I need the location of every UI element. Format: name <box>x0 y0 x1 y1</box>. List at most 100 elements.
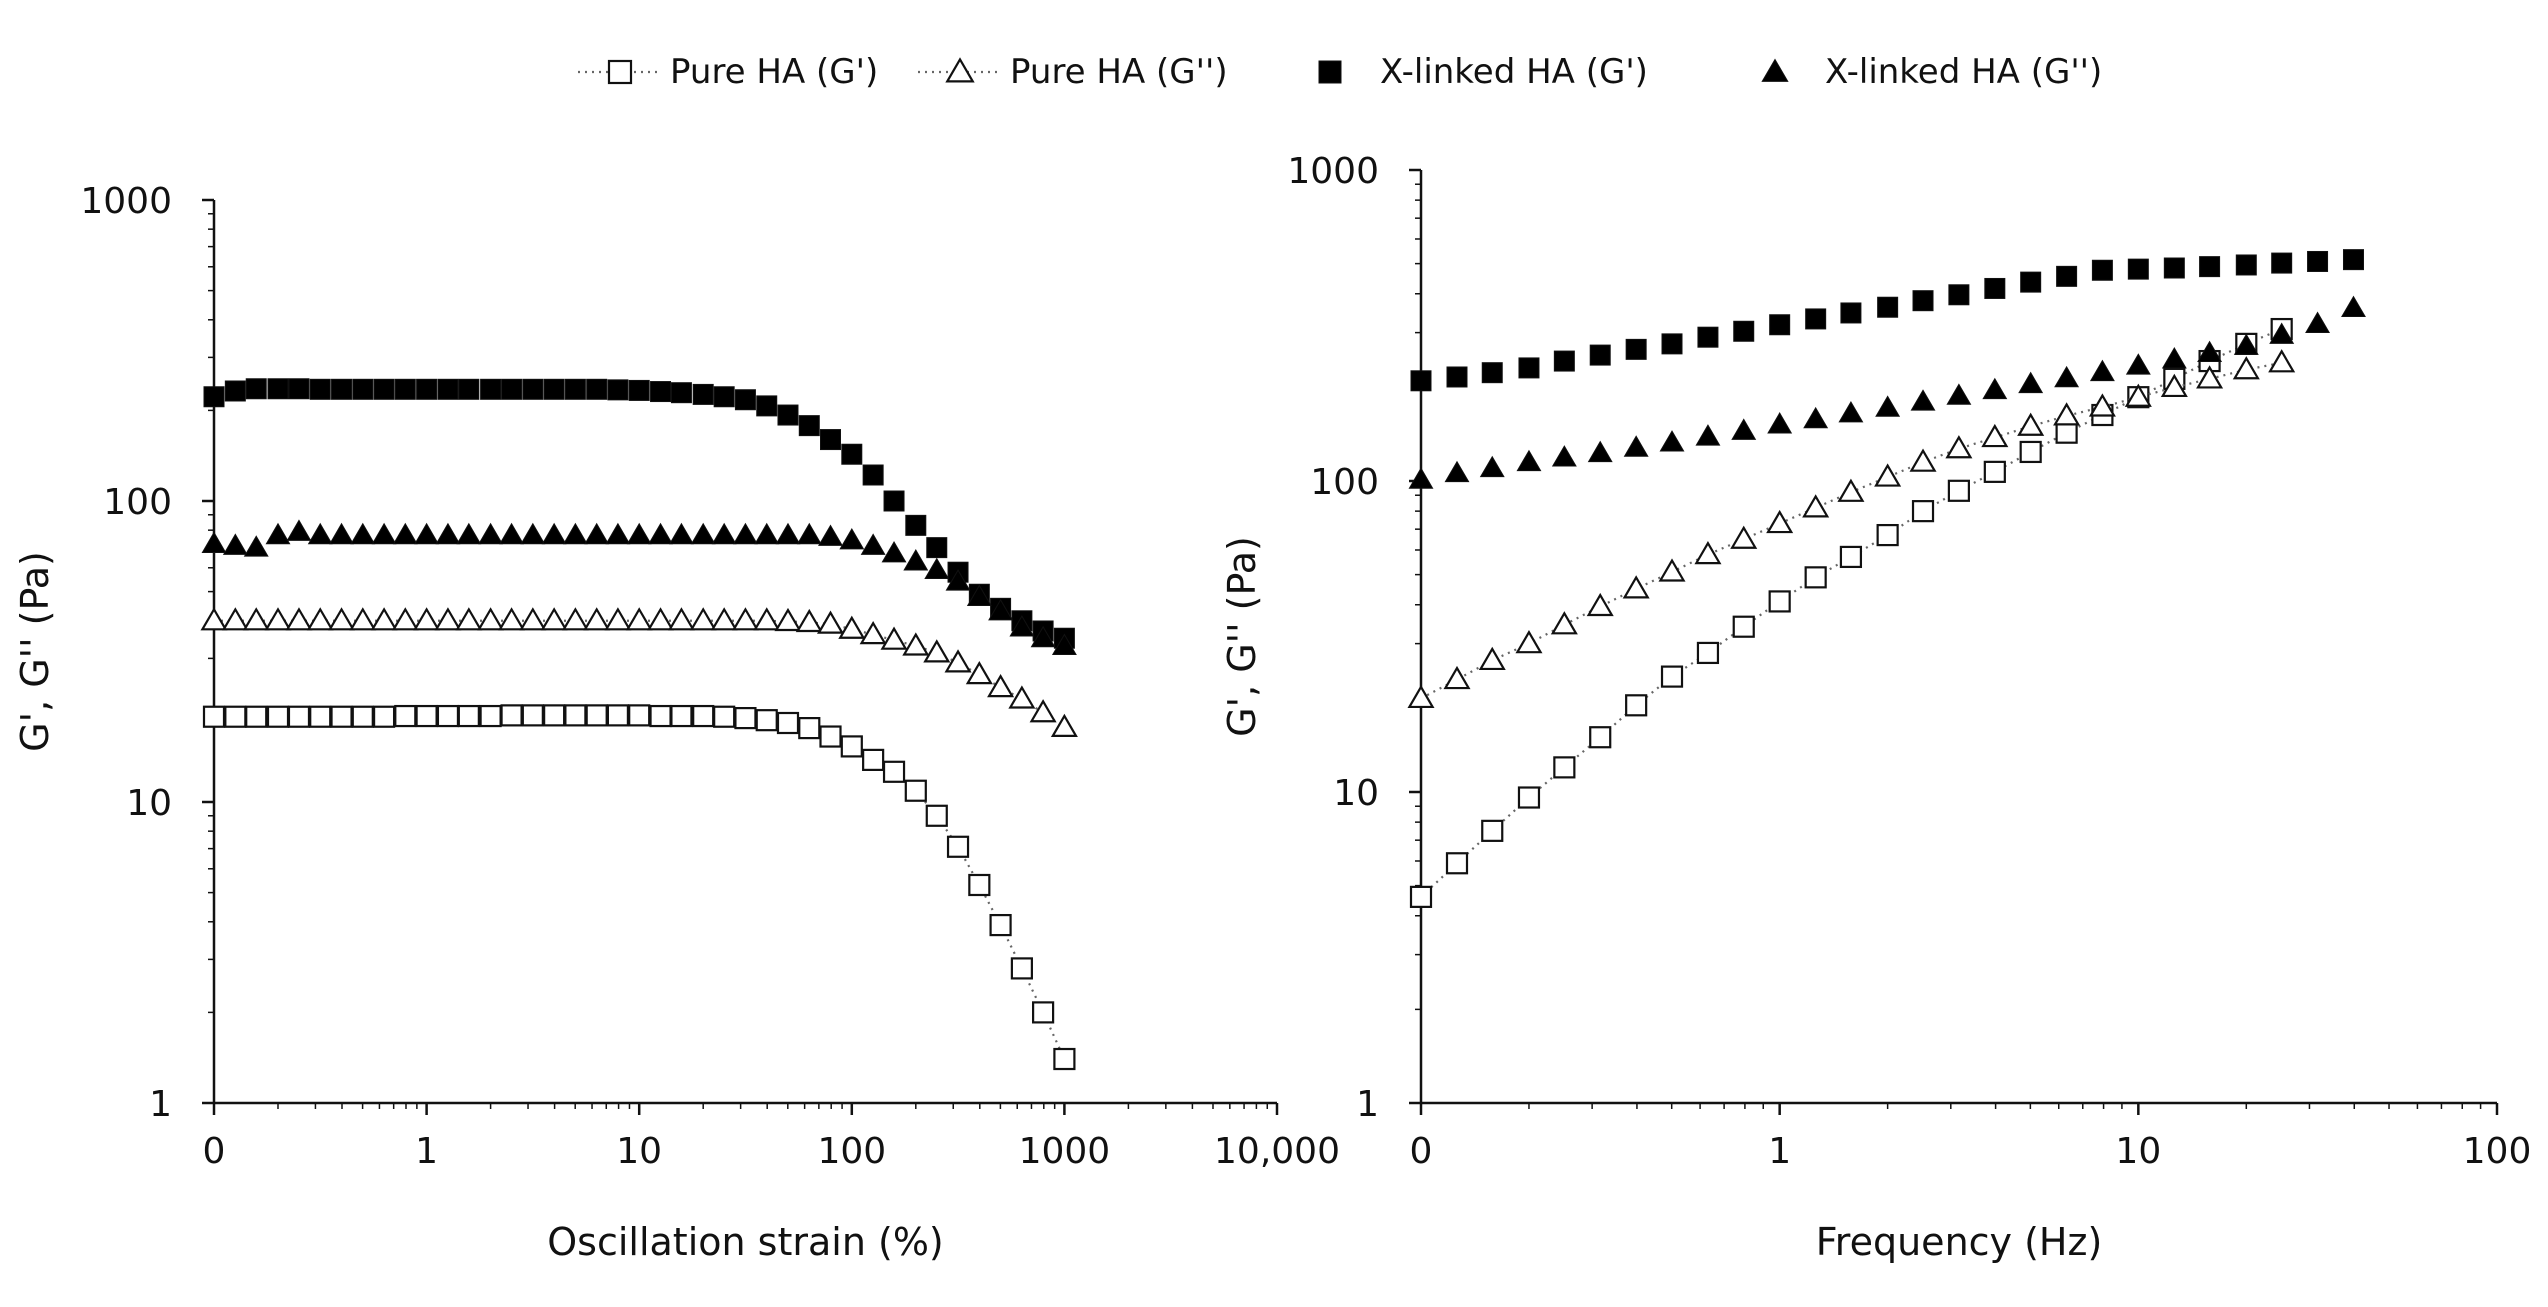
legend-label-xlinked-ha-g-prime: X-linked HA (G') <box>1380 52 1648 92</box>
data-point-pure-ha-g-g2-1 <box>328 607 356 631</box>
data-point-pure-ha-g-g2-1 <box>519 607 547 631</box>
data-point-pure-ha-g-g1-1 <box>904 779 927 802</box>
data-point-pure-ha-g-g1-1 <box>394 704 417 728</box>
data-point-x-linked-ha-g-g2-1 <box>329 522 355 545</box>
data-point-x-linked-ha-g-g1-1 <box>288 378 310 400</box>
data-point-pure-ha-g-g2-2 <box>1478 646 1506 671</box>
data-point-x-linked-ha-g-g2-1 <box>243 535 269 557</box>
data-point-pure-ha-g-g1-2 <box>2055 421 2078 444</box>
data-point-x-linked-ha-g-g2-1 <box>711 522 737 545</box>
data-point-pure-ha-g-g1-1 <box>479 704 502 728</box>
data-point-x-linked-ha-g-g1-1 <box>607 379 629 401</box>
data-point-pure-ha-g-g2-1 <box>604 607 632 631</box>
x-tick-label-1-5: 10,000 <box>1214 1131 1340 1172</box>
data-point-pure-ha-g-g2-2 <box>1515 630 1543 654</box>
data-point-x-linked-ha-g-g2-2 <box>2269 322 2295 344</box>
data-point-x-linked-ha-g-g1-2 <box>2020 271 2042 293</box>
data-point-x-linked-ha-g-g1-2 <box>1948 284 1970 306</box>
data-point-x-linked-ha-g-g1-2 <box>2307 250 2329 272</box>
data-point-x-linked-ha-g-g2-1 <box>541 522 567 545</box>
legend-marker <box>607 59 633 85</box>
legend-label-pure-ha-g-double-prime: Pure HA (G'') <box>1010 52 1228 92</box>
data-point-pure-ha-g-g1-1 <box>500 704 523 727</box>
data-point-pure-ha-g-g1-1 <box>840 735 863 758</box>
data-point-x-linked-ha-g-g1-1 <box>926 537 948 559</box>
data-point-pure-ha-g-g2-1 <box>731 607 759 631</box>
data-point-pure-ha-g-g2-2 <box>1586 592 1614 617</box>
data-point-pure-ha-g-g2-2 <box>1730 525 1758 549</box>
data-point-pure-ha-g-g1-1 <box>606 704 630 727</box>
data-point-x-linked-ha-g-g2-2 <box>1731 418 1757 440</box>
data-point-pure-ha-g-g2-1 <box>370 607 398 631</box>
x-tick-label-2-0: 0 <box>1410 1131 1433 1172</box>
data-point-pure-ha-g-g1-2 <box>1409 885 1433 908</box>
y-tick-label-1-2: 100 <box>103 482 172 523</box>
data-point-pure-ha-g-g1-2 <box>1804 566 1827 589</box>
data-point-x-linked-ha-g-g1-1 <box>905 514 927 536</box>
data-point-x-linked-ha-g-g1-1 <box>650 381 672 403</box>
data-point-x-linked-ha-g-g2-2 <box>1982 377 2008 400</box>
data-point-pure-ha-g-g2-1 <box>880 626 908 650</box>
data-point-x-linked-ha-g-g2-2 <box>1767 412 1793 434</box>
data-point-pure-ha-g-g2-1 <box>477 607 505 631</box>
data-point-pure-ha-g-g1-2 <box>1911 500 1935 523</box>
data-point-x-linked-ha-g-g2-2 <box>2233 333 2259 355</box>
data-point-pure-ha-g-g2-2 <box>2124 383 2152 407</box>
x-tick-label-1-4: 1000 <box>1019 1131 1111 1172</box>
data-point-x-linked-ha-g-g1-2 <box>2342 249 2364 271</box>
data-point-x-linked-ha-g-g2-1 <box>626 522 652 545</box>
data-point-pure-ha-g-g2-1 <box>838 615 866 639</box>
data-point-x-linked-ha-g-g1-1 <box>713 386 735 408</box>
data-point-pure-ha-g-g2-2 <box>1945 435 1973 459</box>
data-point-x-linked-ha-g-g2-2 <box>1695 424 1721 446</box>
legend-label-pure-ha-g-prime: Pure HA (G') <box>670 52 879 92</box>
data-point-pure-ha-g-g1-1 <box>266 705 290 728</box>
data-point-x-linked-ha-g-g2-2 <box>2341 295 2366 318</box>
data-point-x-linked-ha-g-g1-1 <box>522 378 544 400</box>
data-point-pure-ha-g-g1-1 <box>287 705 311 728</box>
data-point-x-linked-ha-g-g2-2 <box>2161 347 2187 369</box>
data-point-x-linked-ha-g-g1-1 <box>670 382 692 404</box>
data-point-pure-ha-g-g1-1 <box>755 709 778 732</box>
data-point-x-linked-ha-g-g2-1 <box>775 522 801 545</box>
data-point-x-linked-ha-g-g2-1 <box>648 522 674 545</box>
data-point-x-linked-ha-g-g1-1 <box>756 395 778 417</box>
data-point-pure-ha-g-g1-2 <box>1625 694 1648 717</box>
data-point-x-linked-ha-g-g1-2 <box>1984 277 2006 299</box>
data-point-x-linked-ha-g-g2-1 <box>924 557 950 580</box>
legend-marker <box>1318 60 1342 84</box>
data-point-x-linked-ha-g-g1-1 <box>734 389 756 411</box>
data-point-x-linked-ha-g-g1-2 <box>2235 254 2257 276</box>
data-point-pure-ha-g-g1-1 <box>776 711 800 735</box>
data-point-pure-ha-g-g2-2 <box>2017 412 2045 436</box>
data-point-pure-ha-g-g1-1 <box>351 705 374 728</box>
data-point-pure-ha-g-g2-1 <box>455 607 483 631</box>
data-point-x-linked-ha-g-g1-2 <box>1733 320 1755 342</box>
legend-marker <box>945 57 975 83</box>
data-point-x-linked-ha-g-g2-1 <box>860 533 886 555</box>
data-point-x-linked-ha-g-g1-1 <box>331 378 353 400</box>
data-point-x-linked-ha-g-g2-2 <box>1659 430 1685 452</box>
data-point-x-linked-ha-g-g2-1 <box>966 584 992 606</box>
data-point-x-linked-ha-g-g1-1 <box>692 383 714 405</box>
data-point-pure-ha-g-g2-1 <box>923 639 951 663</box>
data-point-pure-ha-g-g2-2 <box>2053 402 2081 426</box>
data-point-pure-ha-g-g1-1 <box>245 705 268 728</box>
data-point-x-linked-ha-g-g1-2 <box>1805 308 1827 330</box>
data-point-pure-ha-g-g2-1 <box>774 607 802 632</box>
data-point-x-linked-ha-g-g2-1 <box>392 522 418 545</box>
data-point-x-linked-ha-g-g2-2 <box>1910 389 1936 411</box>
data-point-x-linked-ha-g-g1-2 <box>1840 302 1862 324</box>
data-point-x-linked-ha-g-g2-1 <box>307 522 333 545</box>
data-point-pure-ha-g-g1-1 <box>989 913 1012 937</box>
data-point-pure-ha-g-g2-1 <box>795 608 823 633</box>
data-point-pure-ha-g-g2-1 <box>413 607 441 631</box>
data-point-x-linked-ha-g-g2-1 <box>584 522 610 545</box>
data-point-pure-ha-g-g2-1 <box>540 607 568 631</box>
legend-label-xlinked-ha-g-double-prime: X-linked HA (G'') <box>1825 52 2103 92</box>
data-point-pure-ha-g-g1-2 <box>1660 665 1684 688</box>
data-point-x-linked-ha-g-g1-1 <box>543 378 565 400</box>
data-point-x-linked-ha-g-g2-1 <box>1030 625 1056 648</box>
data-point-pure-ha-g-g1-1 <box>925 804 948 827</box>
